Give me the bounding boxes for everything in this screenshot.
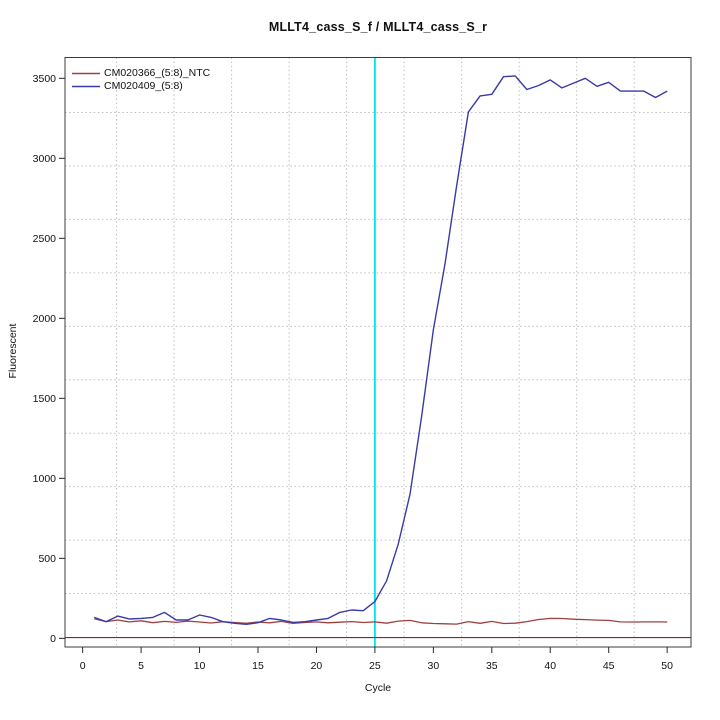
y-tick-label: 3500	[33, 73, 57, 85]
y-tick-label: 2000	[33, 313, 57, 325]
chart-title: MLLT4_cass_S_f / MLLT4_cass_S_r	[268, 20, 488, 34]
plot-panel-border	[64, 57, 692, 648]
x-tick-label: 40	[544, 660, 556, 672]
x-tick-label: 30	[428, 660, 440, 672]
x-axis-title: Cycle	[364, 682, 392, 694]
x-tick-label: 25	[369, 660, 381, 672]
tick-labels: 0 5 10 15 20 25 30 35 40 45 5005001000150020002500…	[33, 73, 674, 672]
x-tick-label: 20	[311, 660, 323, 672]
x-tick-label: 15	[252, 660, 264, 672]
y-tick-label: 500	[38, 553, 56, 565]
y-tick-label: 3000	[33, 153, 57, 165]
legend-swatches	[72, 72, 100, 88]
x-tick-label: 5	[138, 660, 144, 672]
x-tick-label: 10	[194, 660, 206, 672]
y-tick-label: 0	[50, 633, 56, 645]
axes	[59, 77, 668, 653]
x-tick-label: 35	[486, 660, 498, 672]
x-tick-label: 0	[80, 660, 86, 672]
y-tick-label: 1000	[33, 473, 57, 485]
series-curve-CM020409_(5:8)	[94, 75, 668, 625]
grid-lines	[65, 57, 691, 647]
y-tick-label: 2500	[33, 233, 57, 245]
x-tick-label: 50	[661, 660, 673, 672]
y-axis-title: Fluorescent	[7, 323, 19, 379]
x-tick-label: 45	[603, 660, 615, 672]
series-curve-CM020366_(5:8)_NTC	[94, 617, 668, 625]
legend-label-sample: CM020409_(5:8)	[104, 80, 183, 92]
legend-label-ntc: CM020366_(5:8)_NTC	[104, 67, 211, 79]
y-tick-label: 1500	[33, 393, 57, 405]
